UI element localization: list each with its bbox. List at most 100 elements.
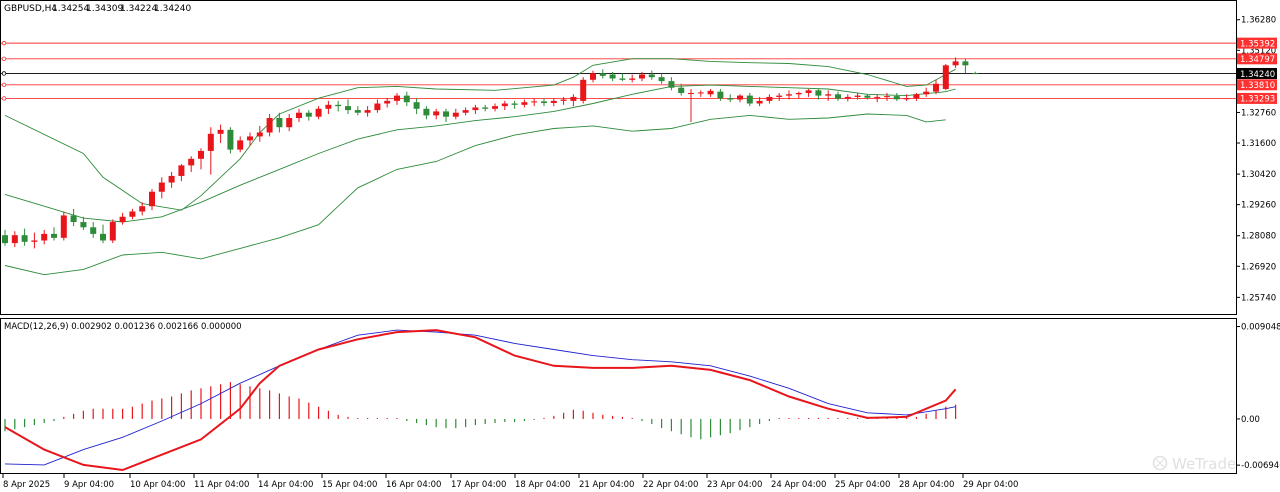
candle-body	[893, 96, 900, 100]
candle-body	[413, 102, 420, 109]
candle-body	[384, 100, 391, 104]
candle-body	[80, 222, 87, 228]
candle-body	[521, 102, 528, 105]
candle-body	[256, 132, 263, 137]
price-axis-label: 1.31600	[1241, 139, 1276, 149]
candle-body	[570, 96, 577, 101]
watermark-text: WeTrade	[1172, 455, 1236, 473]
candle-body	[41, 233, 48, 241]
candle-body	[590, 73, 596, 80]
candle-body	[766, 96, 773, 101]
candle-body	[198, 150, 204, 159]
candle-body	[2, 235, 8, 244]
candle-body	[345, 106, 351, 111]
time-axis-label: 9 Apr 04:00	[64, 480, 114, 490]
candle-body	[874, 96, 881, 98]
time-axis-label: 25 Apr 04:00	[835, 480, 890, 490]
candle-body	[60, 215, 67, 238]
macd-axis: 0.009048 0.00 -0.006946	[1236, 323, 1280, 471]
candle-body	[462, 110, 469, 113]
time-axis-label: 10 Apr 04:00	[130, 480, 185, 490]
candle-body	[227, 129, 234, 150]
level-anchor-dot[interactable]	[1, 82, 7, 88]
macd-signal-line	[4, 329, 956, 466]
candle-body	[354, 110, 361, 113]
candle-body	[707, 90, 714, 95]
price-axis: 1.36280 1.35120 1.32760 1.31600 1.30420 1.292…	[1236, 16, 1276, 303]
candle-body	[550, 100, 557, 103]
candle-body	[100, 233, 106, 241]
candle-body	[158, 182, 165, 192]
level-anchor-dot[interactable]	[1, 71, 7, 76]
candle-body	[648, 74, 655, 78]
candle-body	[688, 92, 694, 94]
candle-body	[305, 112, 312, 117]
candle-body	[962, 61, 969, 66]
candle-body	[835, 94, 841, 99]
ohlc-open: 1.34254	[52, 4, 89, 14]
candle-body	[21, 235, 28, 242]
candle-body	[854, 95, 861, 97]
candle-body	[678, 87, 685, 93]
price-level-tag	[1237, 79, 1277, 91]
candle-body	[511, 103, 518, 105]
candle-body	[727, 98, 734, 100]
candle-body	[276, 117, 283, 128]
candle-body	[452, 112, 459, 117]
time-axis-label: 11 Apr 04:00	[194, 480, 249, 490]
candle-body	[717, 91, 724, 99]
candle-body	[501, 103, 508, 107]
candle-body	[178, 165, 185, 176]
candle-body	[884, 96, 890, 98]
candle-body	[266, 117, 273, 133]
price-level-tag-label: 1.33810	[1240, 81, 1275, 91]
candle-body	[942, 65, 949, 90]
candle-body	[629, 78, 636, 80]
candle-body	[403, 95, 410, 103]
time-axis-label: 17 Apr 04:00	[451, 480, 506, 490]
candle-body	[776, 95, 783, 97]
candle-body	[815, 90, 822, 96]
candle-body	[933, 83, 939, 92]
candle-body	[70, 215, 77, 223]
candle-body	[139, 206, 146, 212]
price-level-tag	[1237, 67, 1277, 79]
price-panel-frame	[0, 0, 1237, 315]
time-axis-label: 16 Apr 04:00	[386, 480, 441, 490]
candle-body	[658, 77, 665, 82]
macd-axis-label: 0.00	[1241, 415, 1260, 425]
candle-body	[599, 73, 606, 76]
candle-body	[746, 95, 753, 104]
wetrade-watermark: WeTrade	[1152, 455, 1236, 473]
candle-body	[795, 92, 802, 95]
price-level-tag-label: 1.34240	[1240, 70, 1275, 80]
candle-body	[952, 61, 959, 66]
ohlc-close: 1.34240	[154, 4, 191, 14]
price-axis-label: 1.29260	[1241, 201, 1276, 211]
macd-panel-frame	[0, 318, 1237, 474]
candle-body	[433, 111, 440, 116]
level-anchor-dot[interactable]	[1, 96, 7, 101]
time-axis-label: 8 Apr 2025	[3, 480, 50, 490]
level-anchor-dot[interactable]	[1, 40, 7, 46]
candle-body	[315, 108, 322, 117]
time-axis-label: 23 Apr 04:00	[707, 480, 762, 490]
candle-body	[374, 103, 381, 111]
time-axis-label: 21 Apr 04:00	[579, 480, 634, 490]
candle-body	[31, 240, 38, 242]
wetrade-logo-icon	[1152, 455, 1168, 471]
candle-body	[119, 216, 126, 223]
level-anchor-dot[interactable]	[1, 56, 7, 62]
price-axis-label: 1.35120	[1241, 46, 1276, 56]
price-level-tags: 1.35392 1.34797 1.33810 1.33293 1.34240	[1237, 37, 1277, 105]
price-level-tag	[1237, 92, 1277, 104]
candle-body	[619, 78, 626, 80]
candle-body	[805, 90, 812, 93]
ohlc-high: 1.34309	[86, 4, 123, 14]
candle-body	[364, 110, 371, 113]
candlesticks	[2, 57, 979, 249]
price-axis-label: 1.30420	[1241, 170, 1276, 180]
price-level-tag	[1237, 37, 1277, 49]
candle-body	[90, 227, 97, 234]
